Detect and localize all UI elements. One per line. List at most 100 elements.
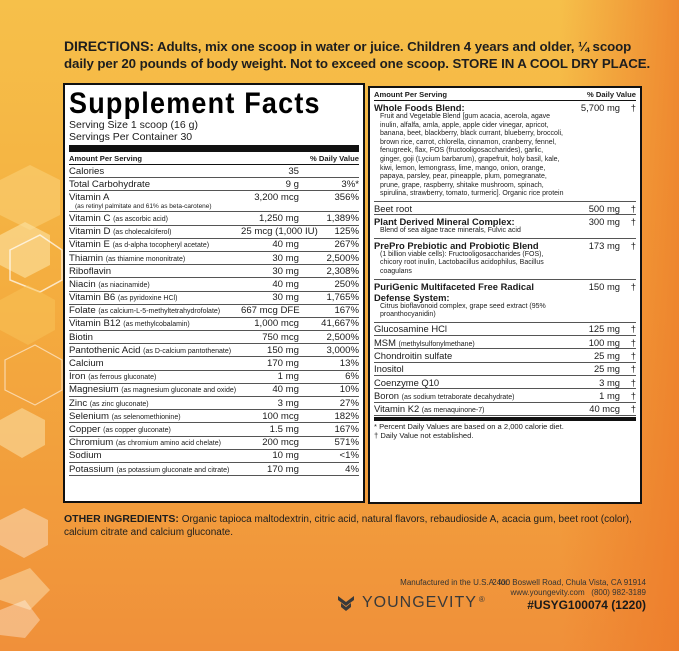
table-row: Riboflavin 30 mg 2,308% xyxy=(69,265,359,279)
table-row: Potassium (as potassium gluconate and ci… xyxy=(69,463,359,477)
nutrient-source: (as zinc gluconate) xyxy=(89,400,149,408)
dagger-mark: † xyxy=(630,102,636,113)
blend-name-cell: Plant Derived Mineral Complex: Blend of s… xyxy=(374,216,564,236)
nutrient-label: Niacin xyxy=(69,278,96,290)
nutrient-amount: 30 mg xyxy=(272,292,299,304)
blend-amount: 173 mg xyxy=(588,239,620,251)
nutrient-label: Calcium xyxy=(69,358,104,370)
nutrient-daily-value: 4% xyxy=(345,463,359,475)
table-row: Boron (as sodium tetraborate decahydrate… xyxy=(374,389,636,403)
nutrient-source: (as chromium amino acid chelate) xyxy=(115,440,221,448)
nutrient-daily-value: 125% xyxy=(334,226,359,238)
blend-row: PrePro Prebiotic and Probiotic Blend (1 b… xyxy=(374,239,636,280)
table-row: Thiamin (as thiamine mononitrate) 30 mg 2,… xyxy=(69,252,359,266)
blend-name-cell: Beet root xyxy=(374,203,564,214)
directions-paragraph: DIRECTIONS: Adults, mix one scoop in wat… xyxy=(64,38,664,72)
ingredient-name: Coenzyme Q10 xyxy=(374,377,564,388)
footnote-not-established: † Daily Value not established. xyxy=(374,430,474,440)
dagger-mark: † xyxy=(630,323,636,335)
table-row: Chromium (as chromium amino acid chelate… xyxy=(69,437,359,450)
table-row: Sodium 10 mg <1% xyxy=(69,450,359,463)
nutrient-source: (as ferrous gluconate) xyxy=(88,374,157,382)
nutrient-amount: 1,250 mg xyxy=(258,212,299,224)
blend-name: Whole Foods Blend: xyxy=(374,102,465,113)
supplement-facts-panel: Supplement Facts Serving Size 1 scoop (1… xyxy=(63,83,365,503)
table-row: Inositol 25 mg † xyxy=(374,363,636,376)
nutrient-amount: 170 mg xyxy=(267,463,299,475)
nutrient-daily-value: 182% xyxy=(334,410,359,422)
nutrient-label: Biotin xyxy=(69,331,93,343)
dagger-mark: † xyxy=(630,350,636,362)
nutrient-daily-value: 356% xyxy=(334,192,359,204)
supplement-facts-title: Supplement Facts xyxy=(69,86,321,120)
supplement-facts-continued-panel: Amount Per Serving % Daily Value Whole F… xyxy=(368,86,642,504)
serving-info: Serving Size 1 scoop (16 g) Servings Per… xyxy=(69,119,359,143)
dagger-mark: † xyxy=(630,202,636,214)
storage-instruction: STORE IN A COOL DRY PLACE. xyxy=(452,56,651,71)
nutrient-daily-value: 6% xyxy=(345,371,359,383)
nutrient-name: Thiamin (as thiamine mononitrate) xyxy=(69,253,241,264)
ingredient-amount: 25 mg xyxy=(593,350,620,362)
nutrient-amount: 750 mcg xyxy=(262,331,299,343)
right-table-header: Amount Per Serving % Daily Value xyxy=(374,90,636,101)
nutrient-amount: 1.5 mg xyxy=(269,423,299,435)
nutrient-daily-value: 167% xyxy=(334,423,359,435)
nutrient-source: (as magnesium gluconate and oxide) xyxy=(121,387,237,395)
dagger-mark: † xyxy=(630,376,636,388)
nutrient-source: (as calcium-L-5-methyltetrahydrofolate) xyxy=(98,308,221,316)
blend-name: PrePro Prebiotic and Probiotic Blend xyxy=(374,239,539,251)
table-row: Selenium (as selenomethionine) 100 mcg 182… xyxy=(69,410,359,424)
nutrient-amount: 100 mcg xyxy=(262,410,299,422)
brand-name: YOUNGEVITY xyxy=(362,594,477,611)
blend-amount: 500 mg xyxy=(588,202,620,214)
ingredient-name: Chondroitin sulfate xyxy=(374,350,564,361)
nutrient-amount: 40 mg xyxy=(272,278,299,290)
blend-name: PuriGenic Multifaceted Free Radical Defe… xyxy=(374,280,534,303)
nutrient-label: Sodium xyxy=(69,450,102,462)
table-row: Vitamin B6 (as pyridoxine HCl) 30 mg 1,765… xyxy=(69,292,359,305)
ingredient-rows: Glucosamine HCl 125 mg † MSM (methylsulfony… xyxy=(374,323,636,416)
ingredient-label: MSM xyxy=(374,336,396,348)
nutrient-daily-value: 41,667% xyxy=(321,318,359,330)
nutrient-name: Riboflavin xyxy=(69,266,241,277)
nutrient-source: (as potassium gluconate and citrate) xyxy=(116,466,230,474)
nutrient-name: Vitamin E (as d-alpha tocopheryl acetate… xyxy=(69,239,241,250)
blend-amount: 300 mg xyxy=(588,216,620,228)
nutrient-name: Sodium xyxy=(69,450,241,461)
nutrient-label: Folate xyxy=(69,305,96,317)
table-row: Vitamin K2 (as menaquinone-7) 40 mcg † xyxy=(374,403,636,416)
nutrient-daily-value: 2,308% xyxy=(326,265,359,277)
nutrient-label: Vitamin B6 xyxy=(69,292,116,304)
serving-size: Serving Size 1 scoop (16 g) xyxy=(69,119,198,131)
thick-divider xyxy=(69,145,359,152)
ingredient-name: Vitamin K2 (as menaquinone-7) xyxy=(374,403,564,414)
dagger-mark: † xyxy=(630,363,636,375)
nutrient-label: Vitamin A xyxy=(69,192,110,204)
directions-text: Adults, mix one scoop in water or juice.… xyxy=(64,39,632,71)
ingredient-label: Glucosamine HCl xyxy=(374,323,447,335)
nutrient-source: (as methylcobalamin) xyxy=(123,321,190,329)
directions-label: DIRECTIONS: xyxy=(64,38,154,54)
nutrient-daily-value: 571% xyxy=(334,437,359,449)
nutrient-label: Pantothenic Acid xyxy=(69,344,141,356)
nutrient-amount: 40 mg xyxy=(272,384,299,396)
ingredient-amount: 25 mg xyxy=(593,363,620,375)
nutrient-name: Total Carbohydrate xyxy=(69,179,241,190)
table-row: Zinc (as zinc gluconate) 3 mg 27% xyxy=(69,397,359,411)
ingredient-name: Boron (as sodium tetraborate decahydrate… xyxy=(374,390,564,401)
nutrient-daily-value: 167% xyxy=(334,305,359,317)
nutrient-label: Calories xyxy=(69,165,105,177)
nutrient-amount: 1 mg xyxy=(277,371,299,383)
table-row: Vitamin B12 (as methylcobalamin) 1,000 mc… xyxy=(69,318,359,332)
nutrient-source: (as selenomethionine) xyxy=(111,413,181,421)
nutrient-name: Calories xyxy=(69,166,241,177)
dagger-mark: † xyxy=(630,336,636,348)
blend-row: Whole Foods Blend: Fruit and Vegetable Bl… xyxy=(374,101,636,202)
product-code: #USYG100074 (1220) xyxy=(527,598,646,612)
nutrient-label: Vitamin D xyxy=(69,226,111,238)
header-amount-per-serving: Amount Per Serving xyxy=(69,154,142,163)
table-row: Glucosamine HCl 125 mg † xyxy=(374,323,636,337)
nutrient-name: Chromium (as chromium amino acid chelate… xyxy=(69,437,241,448)
nutrient-name: Vitamin B6 (as pyridoxine HCl) xyxy=(69,292,241,303)
nutrient-amount: 25 mcg (1,000 IU) xyxy=(241,226,318,238)
